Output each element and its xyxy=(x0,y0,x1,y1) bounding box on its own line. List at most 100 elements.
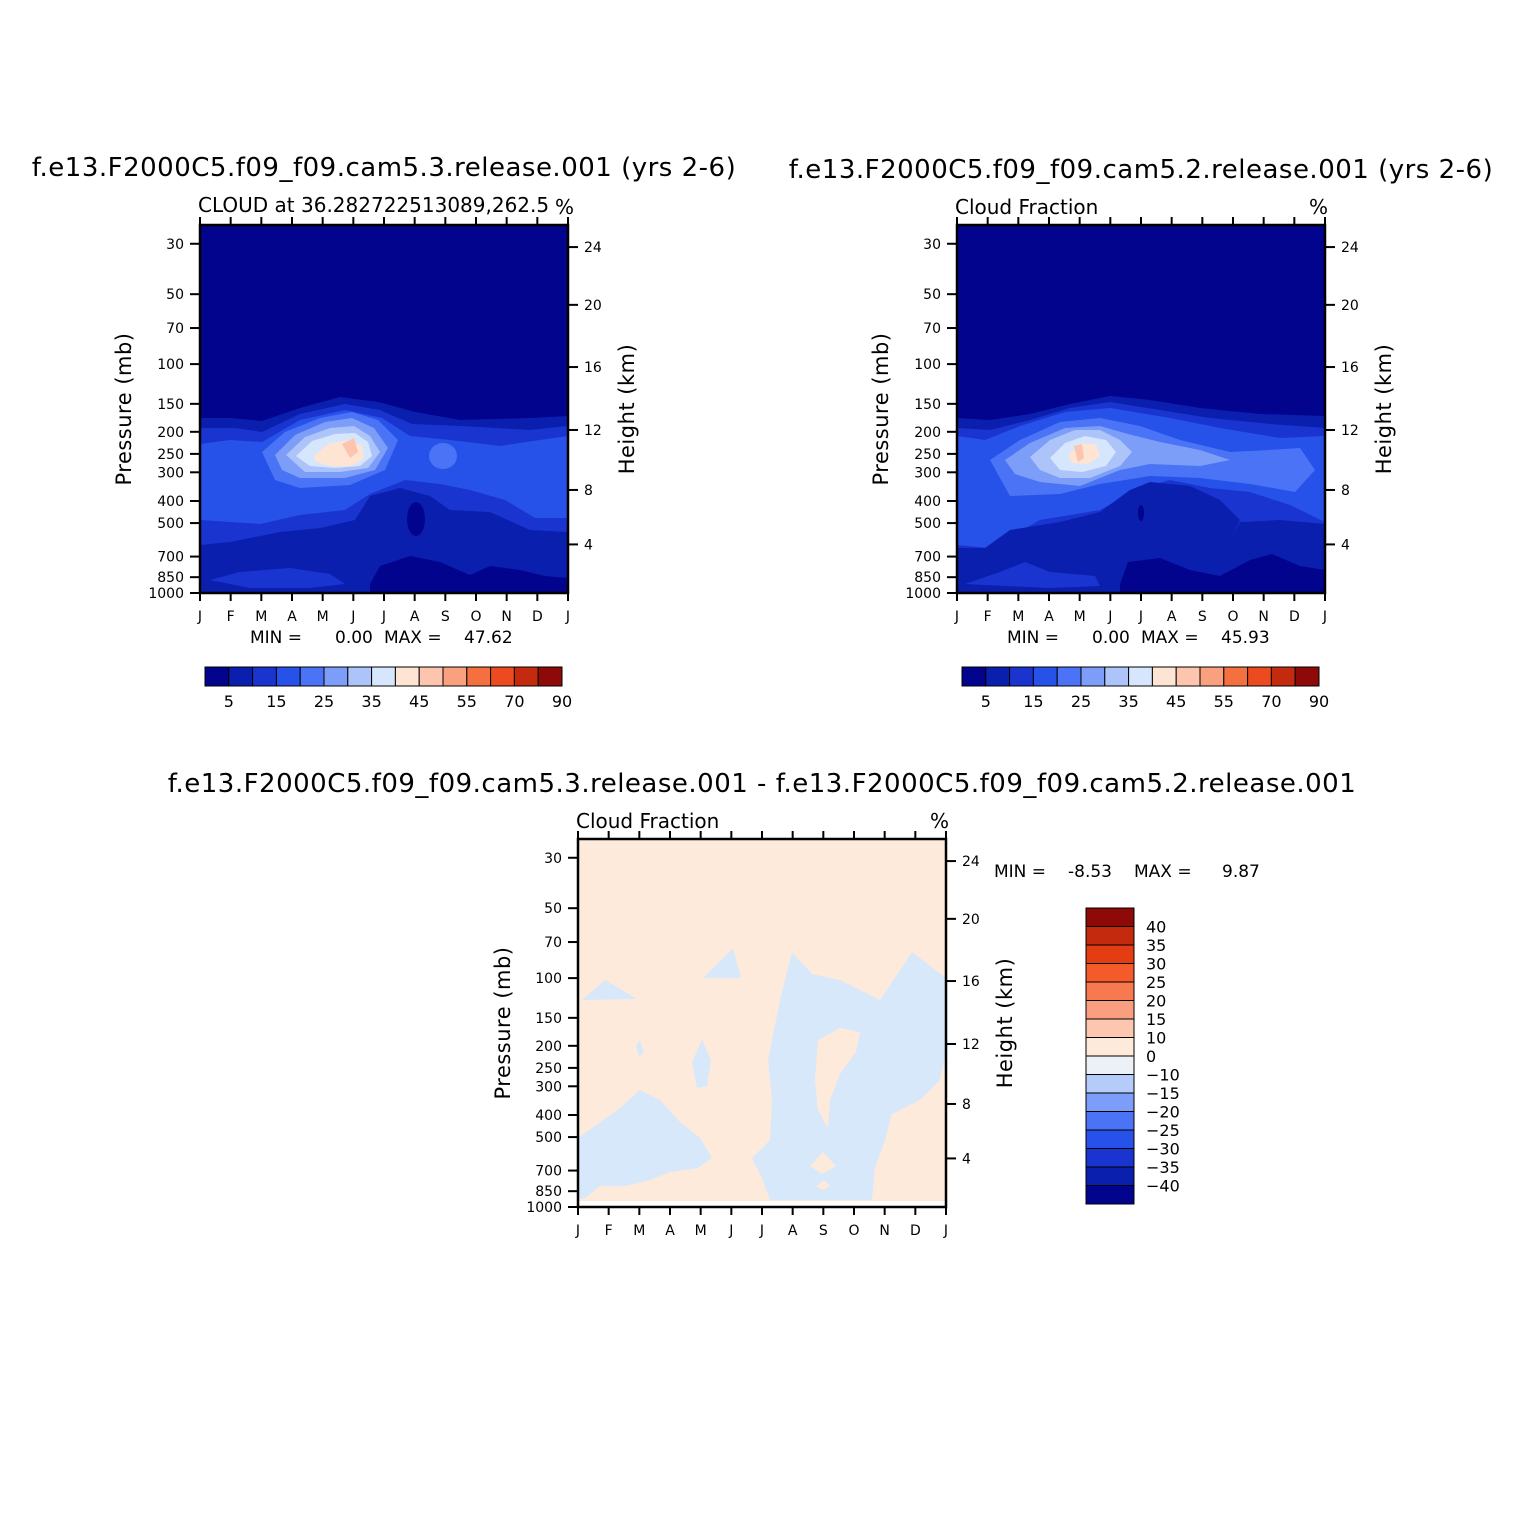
panel2-colorbar-swatch xyxy=(985,666,1011,687)
panel1-colorbar-swatch xyxy=(394,666,420,687)
panel1-ytick-label: 850 xyxy=(157,570,184,586)
diff-colorbar-swatch xyxy=(1085,1148,1135,1168)
diff-region-pos-right xyxy=(880,1110,946,1200)
panel2-surface-dark xyxy=(1120,554,1325,593)
panel1-surface-dark xyxy=(370,556,568,593)
diff-colorbar-label: −40 xyxy=(1146,1177,1180,1196)
panel1-xtick-label: J xyxy=(381,609,386,625)
diff-max-label: MAX = xyxy=(1134,862,1192,882)
panel1-max-label: MAX = xyxy=(384,628,442,648)
diff-min-label: MIN = xyxy=(994,862,1046,882)
panel2-colorbar-label: 45 xyxy=(1166,692,1186,711)
panel1-colorbar-label: 55 xyxy=(457,692,477,711)
panel1-stats: MIN = 0.00 MAX = 47.62 xyxy=(250,628,513,648)
diff-rtick-label: 4 xyxy=(962,1151,971,1167)
panel1-xtick-label: A xyxy=(287,609,297,625)
panel1-min-label: MIN = xyxy=(250,628,302,648)
panel2-ytick-label: 150 xyxy=(914,397,941,413)
panel1-jet xyxy=(407,502,425,536)
panel1-colorbar-swatch xyxy=(275,666,301,687)
diff-colorbar-swatch xyxy=(1085,907,1135,927)
diff-max-value: 9.87 xyxy=(1222,862,1260,882)
panel1-xtick-label: J xyxy=(565,609,570,625)
panel2-ytick-label: 300 xyxy=(914,465,941,481)
diff-ytick-label: 400 xyxy=(535,1108,562,1124)
panel1-min-value: 0.00 xyxy=(335,628,373,648)
panel2-ytick-label: 100 xyxy=(914,357,941,373)
panel2-colorbar-swatch xyxy=(1080,666,1106,687)
diff-ytick-label: 250 xyxy=(535,1061,562,1077)
panel2-xtick-label: F xyxy=(984,609,992,625)
panel1-colorbar-swatch xyxy=(299,666,325,687)
panel2-colorbar-swatch xyxy=(1128,666,1153,687)
diff-colorbar-label: 40 xyxy=(1146,918,1166,937)
diff-stats: MIN = -8.53 MAX = 9.87 xyxy=(994,862,1260,882)
diff-colorbar-swatch xyxy=(1085,1055,1135,1075)
panel1-subtitle: CLOUD at 36.282722513089,262.5 xyxy=(198,193,549,217)
panel1-rtick-label: 4 xyxy=(584,537,593,553)
panel2-xtick-label: J xyxy=(1138,609,1143,625)
diff-colorbar-label: 15 xyxy=(1146,1010,1166,1029)
panel2-rtick-label: 24 xyxy=(1341,240,1359,256)
diff-ytick-label: 700 xyxy=(535,1164,562,1180)
diff-colorbar-label: −30 xyxy=(1146,1140,1180,1159)
panel2-contour-45 xyxy=(1074,444,1084,462)
diff-plot xyxy=(578,839,946,1207)
diff-rtick-label: 20 xyxy=(962,912,980,928)
panel2-surface-light xyxy=(965,562,1100,588)
diff-xtick-label: M xyxy=(633,1223,645,1239)
diff-xtick-label: M xyxy=(695,1223,707,1239)
panel2-ytick-label: 700 xyxy=(914,550,941,566)
diff-colorbar-swatch xyxy=(1085,981,1135,1001)
panel1-ytick-label: 300 xyxy=(157,465,184,481)
diff-colorbar-label: −25 xyxy=(1146,1121,1180,1140)
panel1-colorbar-swatch xyxy=(537,666,563,687)
panel1-colorbar-swatch xyxy=(442,666,468,687)
panel2-colorbar-swatch xyxy=(1151,666,1177,687)
panel2-colorbar-label: 35 xyxy=(1118,692,1138,711)
panel2-colorbar-swatch xyxy=(1175,666,1201,687)
panel2-xtick-label: M xyxy=(1012,609,1024,625)
diff-rtick-label: 24 xyxy=(962,854,980,870)
panel2-xtick-label: J xyxy=(1107,609,1112,625)
panel2-ytick-label: 1000 xyxy=(905,586,941,602)
diff-colorbar-label: −35 xyxy=(1146,1158,1180,1177)
panel2-xtick-label: D xyxy=(1289,609,1300,625)
diff-region-neg-small xyxy=(636,1040,644,1056)
panel1-ytick-label: 100 xyxy=(157,357,184,373)
diff-region-neg-big xyxy=(752,952,946,1200)
panel1-xtick-label: M xyxy=(255,609,267,625)
panel2-ytick-label: 200 xyxy=(914,425,941,441)
diff-ytick-label: 300 xyxy=(535,1079,562,1095)
diff-region-neg-top xyxy=(703,948,741,978)
panel1-colorbar-label: 15 xyxy=(266,692,286,711)
panel2-min-label: MIN = xyxy=(1007,628,1059,648)
panel1-title: f.e13.F2000C5.f09_f09.cam5.3.release.001… xyxy=(32,153,736,183)
panel1-colorbar-swatch xyxy=(228,666,254,687)
panel1-ytick-label: 500 xyxy=(157,516,184,532)
diff-colorbar-swatch xyxy=(1085,1037,1135,1057)
diff-colorbar-swatch xyxy=(1085,1000,1135,1020)
panel2-colorbar-swatch xyxy=(1270,666,1296,687)
panel1-ytick-label: 400 xyxy=(157,494,184,510)
panel1-ytick-label: 70 xyxy=(166,321,184,337)
diff-colorbar-label: −15 xyxy=(1146,1084,1180,1103)
panel2-units: % xyxy=(1309,195,1328,219)
panel2-plot xyxy=(957,225,1325,593)
panel1-colorbar-label: 25 xyxy=(314,692,334,711)
panel2-ytick-label: 70 xyxy=(923,321,941,337)
panel1-ytick-label: 200 xyxy=(157,425,184,441)
panel1-xtick-label: S xyxy=(441,609,450,625)
panel2-xtick-label: J xyxy=(954,609,959,625)
panel1-colorbar-swatch xyxy=(323,666,349,687)
diff-colorbar-label: 30 xyxy=(1146,955,1166,974)
diff-region-pos-small2 xyxy=(816,1180,830,1190)
panel1-ytick-label: 700 xyxy=(157,550,184,566)
panel1-ytick-label: 50 xyxy=(166,287,184,303)
diff-rtick-label: 8 xyxy=(962,1097,971,1113)
panel1-colorbar-swatch xyxy=(466,666,492,687)
diff-colorbar-swatch xyxy=(1085,1092,1135,1112)
diff-xtick-label: J xyxy=(759,1223,764,1239)
